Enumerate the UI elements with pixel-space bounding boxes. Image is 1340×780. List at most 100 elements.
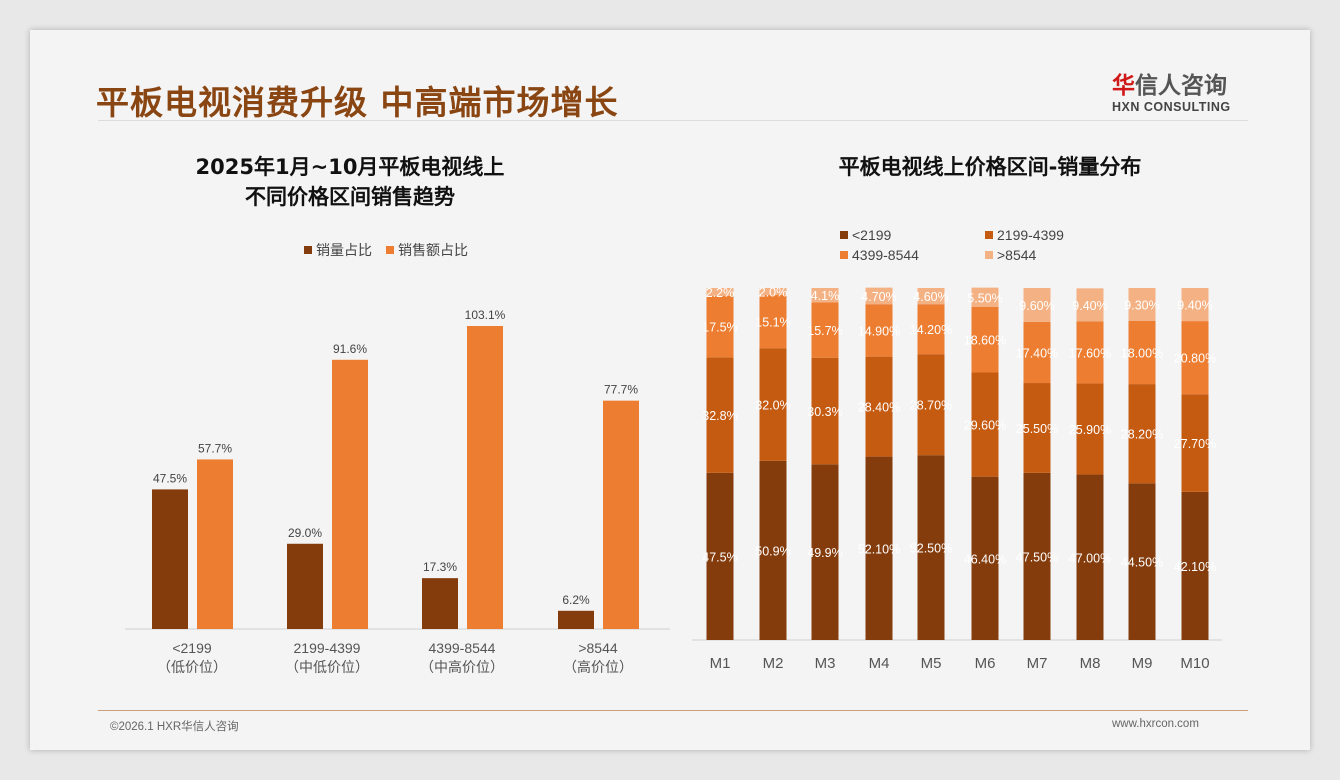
segment-label: 50.9% bbox=[755, 544, 790, 558]
logo-cn-first: 华 bbox=[1112, 73, 1135, 99]
segment-label: 29.60% bbox=[964, 419, 1006, 433]
x-tick-sublabel: （中低价位） bbox=[285, 659, 369, 675]
legend-swatch-revenue bbox=[386, 246, 394, 254]
data-label: 57.7% bbox=[198, 441, 232, 455]
stacked-segment bbox=[865, 304, 893, 357]
bar-volume bbox=[287, 543, 323, 629]
stacked-segment bbox=[917, 288, 945, 305]
data-label: 103.1% bbox=[465, 308, 506, 322]
x-tick-label: M6 bbox=[975, 655, 996, 672]
stacked-segment bbox=[1128, 320, 1156, 385]
x-tick-label: M2 bbox=[763, 655, 784, 672]
bar-revenue bbox=[467, 326, 503, 629]
stacked-segment bbox=[917, 354, 945, 456]
legend-swatch-4399-8544 bbox=[840, 251, 848, 259]
x-tick-label: <2199 bbox=[172, 640, 212, 656]
segment-label: 14.90% bbox=[858, 324, 900, 338]
data-label: 6.2% bbox=[562, 593, 590, 607]
x-tick-sublabel: （中高价位） bbox=[420, 659, 504, 675]
segment-label: 49.9% bbox=[807, 546, 842, 560]
stacked-segment bbox=[1181, 288, 1209, 322]
logo-en: HXN CONSULTING bbox=[1112, 100, 1231, 114]
segment-label: 17.5% bbox=[702, 321, 737, 335]
segment-label: 17.60% bbox=[1069, 346, 1111, 360]
segment-label: 5.50% bbox=[967, 291, 1002, 305]
stacked-segment bbox=[1023, 472, 1051, 640]
segment-label: 17.40% bbox=[1016, 346, 1058, 360]
stacked-segment bbox=[1076, 383, 1104, 475]
page-title: 平板电视消费升级 中高端市场增长 bbox=[96, 83, 619, 122]
legend-label: 4399-8544 bbox=[852, 247, 919, 263]
left-chart-title-line1: 2025年1月~10月平板电视线上 bbox=[195, 155, 505, 179]
stacked-segment bbox=[1181, 491, 1209, 640]
stacked-segment bbox=[811, 302, 839, 358]
segment-label: 18.00% bbox=[1121, 346, 1163, 360]
segment-label: 42.10% bbox=[1174, 560, 1216, 574]
stacked-segment bbox=[706, 357, 734, 473]
segment-label: 2.0% bbox=[759, 286, 788, 300]
x-tick-label: M3 bbox=[815, 655, 836, 672]
stacked-segment bbox=[971, 372, 999, 477]
legend-label-volume: 销量占比 bbox=[316, 242, 372, 258]
stacked-segment bbox=[1128, 384, 1156, 484]
segment-label: 47.00% bbox=[1069, 551, 1111, 565]
footer-divider bbox=[98, 710, 1248, 711]
stacked-segment bbox=[971, 287, 999, 308]
segment-label: 4.1% bbox=[811, 289, 840, 303]
price-range-sales-chart: 47.5% 57.7% <2199 （低价位） 29.0% 91.6% 2199-4399 （… bbox=[125, 308, 670, 675]
x-tick-label: 4399-8544 bbox=[429, 640, 496, 656]
stacked-segment bbox=[1023, 383, 1051, 473]
x-tick-label: M4 bbox=[869, 655, 890, 672]
header-divider bbox=[98, 120, 1248, 121]
segment-label: 9.60% bbox=[1019, 299, 1054, 313]
stacked-segment bbox=[811, 357, 839, 465]
x-tick-sublabel: （高价位） bbox=[563, 659, 633, 675]
slide: 平板电视消费升级 中高端市场增长 华信人咨询 HXN CONSULTING 20… bbox=[30, 30, 1310, 750]
stacked-segment bbox=[1023, 288, 1051, 322]
segment-label: 46.40% bbox=[964, 552, 1006, 566]
segment-label: 52.10% bbox=[858, 542, 900, 556]
segment-label: 28.40% bbox=[858, 401, 900, 415]
stacked-segment bbox=[865, 356, 893, 457]
x-tick-sublabel: （低价位） bbox=[157, 659, 227, 675]
stacked-segment bbox=[1128, 288, 1156, 321]
stacked-segment bbox=[811, 464, 839, 640]
segment-label: 9.40% bbox=[1072, 299, 1107, 313]
segment-label: 20.80% bbox=[1174, 352, 1216, 366]
x-tick-label: >8544 bbox=[578, 640, 618, 656]
data-label: 47.5% bbox=[153, 471, 187, 485]
segment-label: 28.20% bbox=[1121, 428, 1163, 442]
left-chart-title: 2025年1月~10月平板电视线上 不同价格区间销售趋势 bbox=[120, 152, 580, 212]
stacked-segment bbox=[971, 307, 999, 373]
bar-revenue bbox=[332, 359, 368, 629]
legend-label-revenue: 销售额占比 bbox=[398, 242, 468, 258]
stacked-segment bbox=[865, 456, 893, 640]
stacked-segment bbox=[1076, 474, 1104, 640]
stacked-segment bbox=[971, 476, 999, 640]
legend-label: 2199-4399 bbox=[997, 227, 1064, 243]
segment-label: 32.8% bbox=[702, 409, 737, 423]
website-url: www.hxrcon.com bbox=[1112, 718, 1199, 730]
segment-label: 15.7% bbox=[807, 324, 842, 338]
legend-swatch-lt2199 bbox=[840, 231, 848, 239]
stacked-segment bbox=[917, 455, 945, 640]
left-legend: 销量占比 销售额占比 bbox=[304, 240, 468, 260]
stacked-segment bbox=[1181, 321, 1209, 395]
segment-label: 2.2% bbox=[706, 286, 735, 300]
segment-label: 25.90% bbox=[1069, 423, 1111, 437]
right-legend: <2199 2199-4399 4399-8544 >8544 bbox=[840, 227, 1100, 263]
stacked-segment bbox=[1181, 394, 1209, 492]
x-tick-label: 2199-4399 bbox=[294, 640, 361, 656]
segment-label: 27.70% bbox=[1174, 437, 1216, 451]
bar-volume bbox=[152, 489, 188, 629]
segment-label: 32.0% bbox=[755, 399, 790, 413]
right-chart-title: 平板电视线上价格区间-销量分布 bbox=[838, 155, 1142, 179]
segment-label: 15.1% bbox=[755, 316, 790, 330]
stacked-segment bbox=[759, 295, 787, 349]
bar-volume bbox=[558, 610, 594, 629]
stacked-segment bbox=[706, 295, 734, 358]
stacked-segment bbox=[811, 288, 839, 303]
bar-revenue bbox=[603, 400, 639, 629]
x-tick-label: M8 bbox=[1080, 655, 1101, 672]
legend-swatch-gt8544 bbox=[985, 251, 993, 259]
